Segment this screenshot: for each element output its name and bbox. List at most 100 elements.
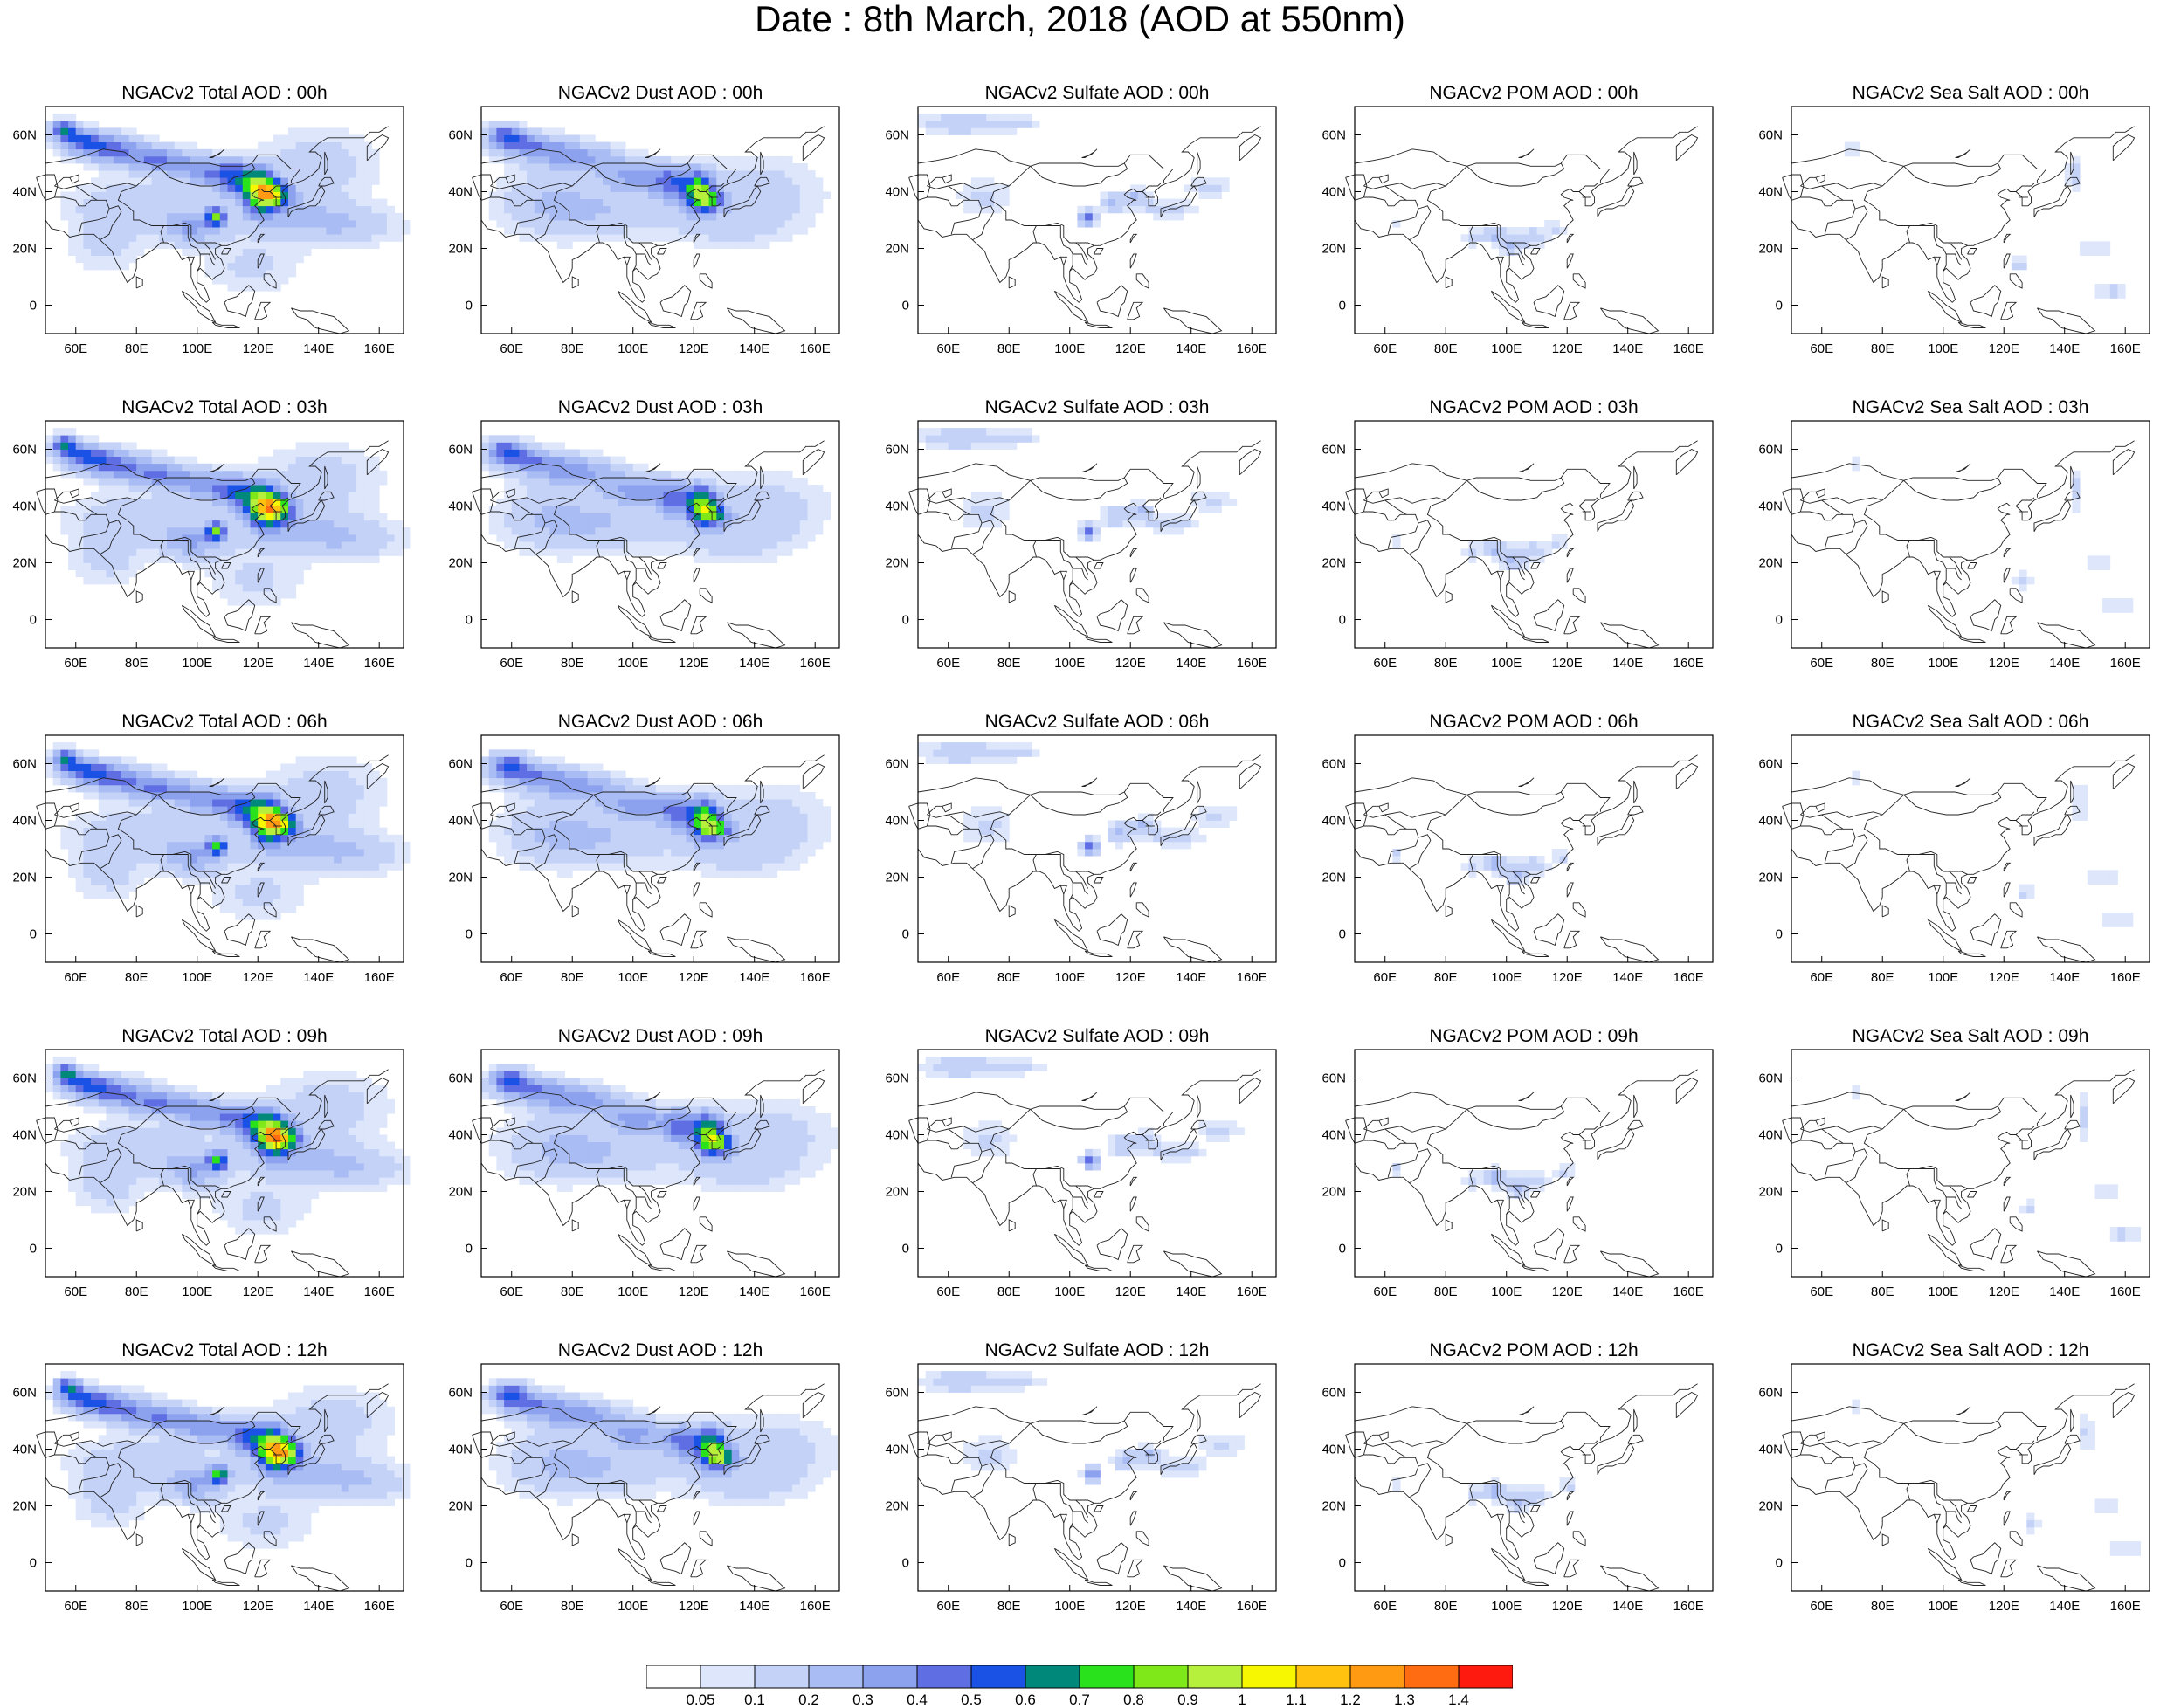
plot-frame (917, 734, 1277, 963)
aod-cell (792, 856, 801, 864)
aod-cell (159, 170, 168, 178)
aod-cell (227, 841, 236, 850)
aod-cell (655, 856, 664, 864)
aod-cell (549, 478, 558, 486)
aod-cell (549, 834, 558, 843)
aod-cell (83, 470, 92, 479)
aod-cell (1100, 506, 1108, 513)
aod-cell (941, 749, 949, 757)
aod-cell (731, 548, 740, 556)
x-tick-label: 80E (1871, 341, 1894, 356)
aod-cell (379, 227, 388, 235)
aod-cell (52, 777, 61, 786)
aod-cell (402, 841, 411, 850)
aod-cell (731, 212, 740, 221)
aod-cell (511, 520, 520, 528)
aod-cell (326, 756, 335, 764)
aod-cell (1001, 435, 1010, 443)
aod-cell (174, 220, 183, 228)
aod-cell (280, 813, 289, 821)
aod-cell (579, 770, 588, 779)
aod-cell (273, 262, 281, 271)
aod-cell (970, 749, 979, 757)
x-tick-label: 80E (125, 656, 148, 671)
aod-cell (250, 527, 259, 535)
aod-cell (348, 820, 357, 828)
aod-cell (204, 541, 213, 549)
aod-cell (716, 820, 725, 828)
aod-cell (1506, 248, 1515, 256)
aod-cell (128, 541, 137, 549)
panel-title: NGACv2 Total AOD : 06h (121, 712, 328, 732)
aod-cell (121, 478, 129, 486)
aod-cell (334, 478, 342, 486)
aod-cell (106, 756, 114, 764)
aod-cell (348, 784, 357, 793)
aod-cell (128, 513, 137, 521)
aod-cell (610, 470, 618, 479)
aod-cell (174, 141, 183, 150)
aod-cell (265, 234, 273, 242)
aod-cell (303, 834, 312, 843)
aod-cell (311, 870, 320, 878)
aod-cell (1468, 241, 1477, 249)
aod-cell (496, 205, 505, 214)
aod-cell (970, 428, 979, 436)
aod-cell (549, 806, 558, 814)
aod-cell (776, 841, 785, 850)
aod-cell (1544, 234, 1553, 242)
aod-cell (258, 506, 266, 513)
aod-cell (1137, 820, 1146, 828)
aod-cell (1522, 562, 1530, 570)
aod-cell (625, 148, 634, 157)
aod-cell (242, 198, 251, 207)
aod-cell (488, 527, 497, 535)
aod-cell (572, 449, 581, 457)
aod-cell (91, 456, 100, 465)
aod-cell (564, 784, 573, 793)
aod-cell (128, 756, 137, 764)
aod-cell (295, 562, 304, 570)
aod-cell (143, 527, 152, 535)
aod-cell (242, 877, 251, 885)
aod-cell (334, 799, 342, 807)
aod-cell (527, 756, 535, 764)
aod-cell (258, 205, 266, 214)
aod-cell (235, 548, 244, 556)
aod-cell (618, 806, 626, 814)
aod-cell (784, 184, 793, 192)
aod-cell (587, 541, 596, 549)
aod-cell (648, 470, 657, 479)
aod-cell (83, 198, 92, 207)
aod-cell (603, 456, 611, 465)
aod-cell (671, 863, 680, 871)
aod-cell (956, 756, 964, 764)
x-tick-label: 140E (1176, 970, 1206, 985)
aod-cell (587, 841, 596, 850)
aod-cell (587, 184, 596, 192)
aod-cell (341, 849, 349, 857)
aod-cell (511, 527, 520, 535)
aod-cell (603, 806, 611, 814)
aod-cell (747, 527, 756, 535)
aod-cell (174, 470, 183, 479)
aod-cell (918, 742, 927, 750)
aod-cell (258, 598, 266, 606)
x-tick-label: 120E (679, 970, 709, 985)
aod-cell (250, 198, 259, 207)
aod-cell (1468, 870, 1477, 878)
aod-cell (655, 205, 664, 214)
y-tick-label: 20N (885, 242, 909, 257)
aod-cell (341, 220, 349, 228)
aod-cell (288, 777, 297, 786)
aod-cell (1130, 834, 1139, 843)
aod-cell (265, 770, 273, 779)
aod-cell (784, 806, 793, 814)
aod-cell (776, 820, 785, 828)
aod-cell (356, 499, 365, 506)
aod-cell (625, 463, 634, 472)
aod-cell (769, 227, 778, 235)
aod-cell (143, 191, 152, 199)
aod-cell (143, 163, 152, 171)
aod-cell (197, 827, 205, 836)
